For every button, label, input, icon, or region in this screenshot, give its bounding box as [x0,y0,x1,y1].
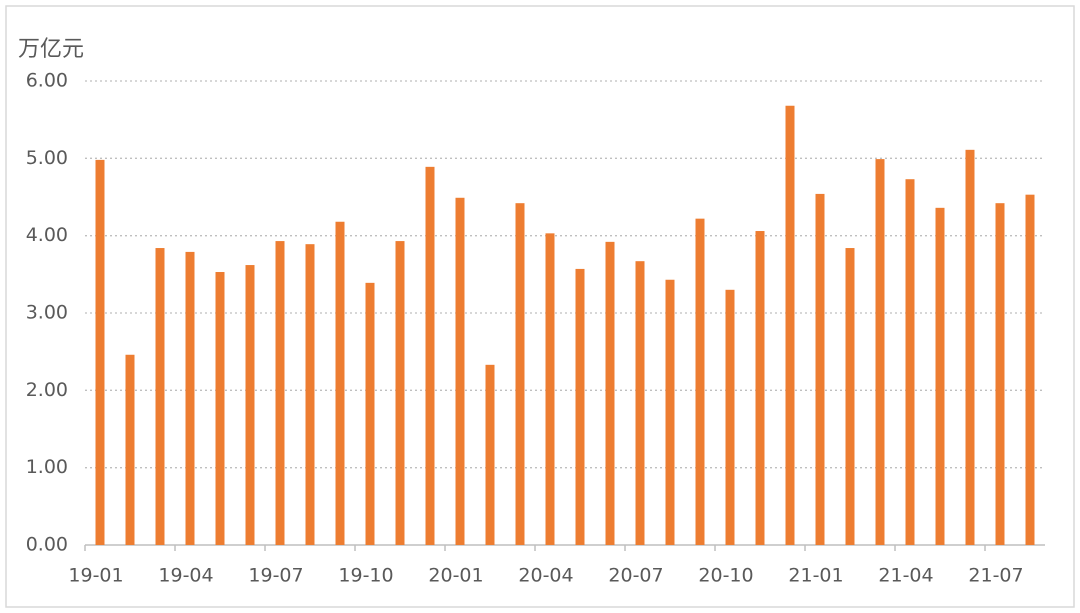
x-tick-label: 21-04 [878,565,933,587]
x-tick-label: 19-10 [338,565,393,587]
x-tick-label: 21-07 [968,565,1023,587]
x-tick-label: 19-04 [158,565,213,587]
y-tick-label: 6.00 [26,70,68,92]
y-tick-label: 3.00 [26,302,68,324]
x-tick-label: 20-01 [428,565,483,587]
x-tick-label: 20-04 [518,565,573,587]
x-tick-label: 20-10 [698,565,753,587]
y-unit: 万亿元 [18,37,84,62]
bar [485,364,495,545]
bar [305,244,315,545]
bar [635,261,645,545]
y-tick-label: 0.00 [26,534,68,556]
bar [215,272,225,545]
bar [755,231,765,545]
bar [785,105,795,545]
bar [845,248,855,546]
bar [965,149,975,545]
x-tick-label: 19-01 [68,565,123,587]
bar [395,241,405,545]
bar [695,218,705,546]
bar [95,159,105,545]
bar [245,265,255,545]
bar [1025,194,1035,545]
bar [275,241,285,545]
x-tick-label: 21-01 [788,565,843,587]
bar [875,159,885,545]
bar [575,268,585,545]
bar [335,221,345,545]
bar [125,354,135,545]
bar [725,289,735,545]
bar [995,203,1005,546]
bar [815,193,825,545]
y-tick-label: 2.00 [26,379,68,401]
bar [455,197,465,546]
x-tick-label: 19-07 [248,565,303,587]
y-tick-label: 5.00 [26,147,68,169]
bar [605,241,615,545]
bar [185,251,195,545]
bar [665,279,675,545]
y-tick-label: 4.00 [26,224,68,246]
bar [905,179,915,546]
bar [155,248,165,546]
y-tick-label: 1.00 [26,456,68,478]
bar [425,166,435,545]
bar [515,203,525,546]
frame [5,5,1075,608]
x-tick-label: 20-07 [608,565,663,587]
bar [365,282,375,545]
bar [545,233,555,545]
bar [935,207,945,545]
